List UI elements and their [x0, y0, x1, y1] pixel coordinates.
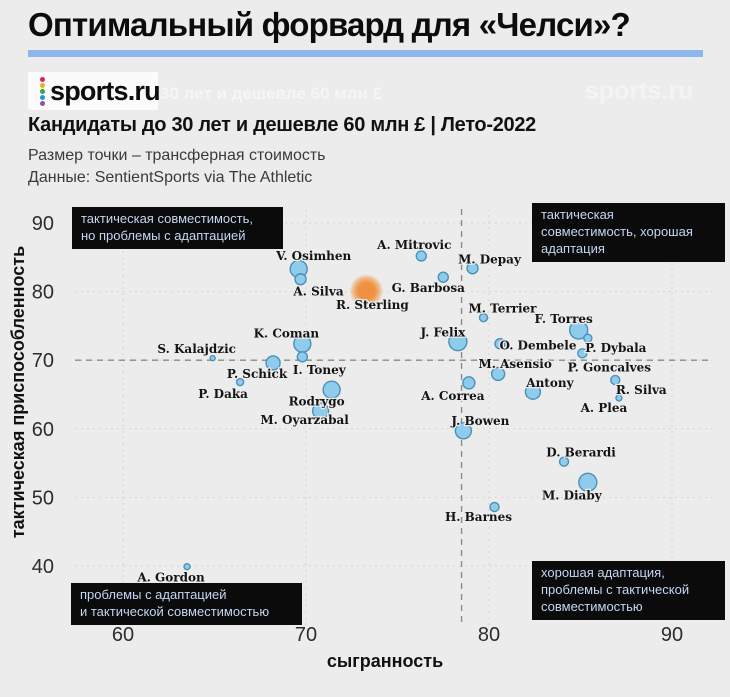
point-label: K. Coman [254, 327, 320, 341]
scatter-plot: V. Osimhen A. Silva A. Mitrovic M. Depay G. … [8, 209, 712, 671]
point-label: G. Barbosa [392, 281, 466, 295]
data-points [183, 250, 623, 571]
point-label: P. Dybala [585, 341, 646, 355]
watermark-text: 30 лет и дешевле 60 млн £ [160, 84, 382, 103]
data-point-a-mitrovic[interactable] [415, 250, 427, 262]
data-point-s-kalajdzic[interactable] [209, 354, 216, 362]
x-tick-90: 90 [661, 624, 683, 646]
data-point-j-bowen[interactable] [454, 422, 473, 440]
point-label: V. Osimhen [275, 249, 351, 263]
axis-labels: 40 50 60 70 80 90 60 70 80 90 сыгранность тактическ… [8, 213, 683, 671]
data-point-o-dembele[interactable] [494, 338, 506, 350]
data-point-a-silva[interactable] [294, 273, 307, 286]
point-label: J. Bowen [450, 414, 509, 428]
point-label: A. Plea [580, 401, 628, 415]
point-label: R. Sterling [336, 298, 409, 312]
point-label: R. Silva [616, 383, 667, 397]
point-label: M. Terrier [469, 302, 538, 316]
data-point-a-gordon[interactable] [183, 562, 191, 571]
data-point-p-goncalves[interactable] [577, 348, 588, 359]
point-label: P. Schick [227, 367, 288, 381]
y-tick-90: 90 [32, 213, 54, 235]
point-label: J. Felix [419, 326, 466, 340]
data-point-rodrygo[interactable] [322, 380, 341, 399]
quadrant-label-top-left: тактическая совместимость, но проблемы с … [72, 207, 283, 249]
point-label: P. Daka [198, 387, 248, 401]
point-label: Rodrygo [289, 395, 345, 409]
point-label: M. Oyarzabal [260, 413, 349, 427]
point-label: P. Goncalves [568, 360, 652, 374]
gridlines [75, 209, 712, 625]
point-label: O. Dembele [499, 339, 576, 353]
data-point-a-plea[interactable] [615, 394, 623, 402]
x-axis-title: сыгранность [327, 651, 443, 671]
data-point-labels: V. Osimhen A. Silva A. Mitrovic M. Depay G. … [135, 237, 668, 586]
x-tick-70: 70 [295, 624, 317, 646]
data-point-j-felix[interactable] [448, 331, 468, 352]
quadrant-divider-lines [75, 209, 712, 623]
data-point-p-schick[interactable] [265, 355, 281, 371]
data-point-f-torres[interactable] [568, 320, 589, 340]
data-point-p-dybala[interactable] [583, 333, 593, 343]
data-point-m-diaby[interactable] [578, 472, 598, 493]
data-point-d-berardi[interactable] [558, 456, 570, 467]
y-axis-title: тактическая приспособленность [8, 246, 28, 538]
quadrant-label-bottom-left: проблемы с адаптацией и тактической совме… [71, 583, 302, 625]
y-tick-40: 40 [32, 556, 54, 578]
page-title: Оптимальный форвард для «Челси»? [28, 6, 631, 43]
data-point-i-toney[interactable] [296, 351, 309, 363]
data-point-h-barnes[interactable] [489, 501, 500, 513]
logo-text: sports.ru [50, 75, 161, 106]
point-label: M. Asensio [478, 357, 551, 371]
note-point-size: Размер точки – трансферная стоимость [28, 147, 326, 164]
data-point-m-oyarzabal[interactable] [311, 402, 330, 420]
point-label: M. Depay [458, 252, 522, 266]
x-tick-80: 80 [478, 624, 500, 646]
note-data-source: Данные: SentientSports via The Athletic [28, 169, 313, 186]
accent-bar [28, 50, 703, 57]
point-label: S. Kalajdzic [157, 342, 236, 356]
chart-subtitle: Кандидаты до 30 лет и дешевле 60 млн £ |… [28, 114, 536, 136]
quadrant-label-bottom-right: хорошая адаптация, проблемы с тактической… [532, 561, 725, 620]
quadrant-label-top-right: тактическая совместимость, хорошая адаптац… [532, 203, 725, 262]
data-point-antony[interactable] [524, 383, 542, 400]
point-label: M. Diaby [542, 488, 603, 502]
y-tick-80: 80 [32, 282, 54, 304]
point-label: A. Correa [420, 389, 485, 403]
point-label: F. Torres [535, 312, 594, 326]
sports-ru-logo[interactable]: sports.ru [28, 72, 161, 110]
data-point-p-daka[interactable] [235, 377, 245, 387]
point-label: D. Berardi [546, 446, 616, 460]
point-label: H. Barnes [445, 510, 512, 524]
point-label: A. Gordon [136, 571, 205, 585]
watermark-logo: sports.ru [585, 77, 694, 105]
y-tick-60: 60 [32, 419, 54, 441]
point-label: A. Mitrovic [376, 238, 451, 252]
data-point-m-depay[interactable] [466, 262, 479, 275]
logo-dots-icon [40, 76, 45, 106]
point-label: I. Toney [293, 363, 347, 377]
data-point-m-asensio[interactable] [490, 366, 506, 382]
data-point-r-sterling[interactable] [349, 273, 384, 308]
x-tick-60: 60 [112, 624, 134, 646]
y-tick-70: 70 [32, 350, 54, 372]
data-point-g-barbosa[interactable] [437, 271, 449, 283]
point-label: Antony [525, 376, 574, 390]
point-label: A. Silva [292, 284, 343, 298]
data-point-a-correa[interactable] [462, 376, 476, 390]
data-point-m-terrier[interactable] [478, 312, 489, 323]
data-point-r-silva[interactable] [610, 374, 621, 386]
y-tick-50: 50 [32, 487, 54, 509]
